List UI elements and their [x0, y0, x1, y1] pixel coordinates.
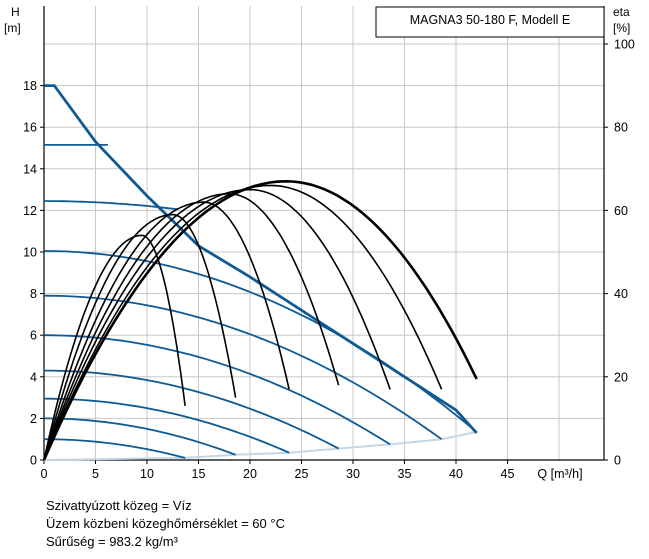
y-tick-label-left: 14 [23, 162, 37, 176]
head-curve [44, 417, 236, 456]
y-tick-label-left: 2 [30, 412, 37, 426]
efficiency-curve [43, 192, 340, 461]
grid-lines [44, 6, 604, 460]
y-tick-label-left: 6 [30, 329, 37, 343]
y-tick-label-right: 80 [614, 121, 628, 135]
y-tick-label-left: 4 [30, 370, 37, 384]
note-medium: Szivattyúzott közeg = Víz [46, 498, 192, 513]
y-tick-label-right: 40 [614, 287, 628, 301]
y-axis-label-right-unit: [%] [613, 21, 630, 35]
efficiency-curve [43, 201, 290, 461]
note-temperature: Üzem közbeni közeghőmérséklet = 60 °C [46, 516, 285, 531]
x-tick-label: 10 [140, 467, 154, 481]
efficiency-curve [43, 234, 186, 461]
head-curve [44, 438, 186, 459]
head-curve [44, 369, 340, 450]
x-tick-label: 15 [192, 467, 206, 481]
x-tick-label: 0 [41, 467, 48, 481]
x-tick-label: 35 [398, 467, 412, 481]
y-tick-label-left: 10 [23, 246, 37, 260]
note-density: Sűrűség = 983.2 kg/m³ [46, 534, 178, 549]
head-curve [43, 250, 478, 433]
y-axis-label-right-eta: eta [613, 5, 630, 19]
pump-performance-chart: 0 5 10 15 20 25 30 35 40 45 0 2 4 6 8 10 12 14 16 18 0 20 40 60… [4, 5, 635, 482]
title-box [375, 6, 605, 38]
max-head-curve [44, 84, 478, 434]
head-curve [44, 200, 179, 211]
y-tick-label-right: 20 [614, 370, 628, 384]
medium-notes: Szivattyúzott közeg = Víz Üzem közbeni k… [46, 497, 285, 551]
head-curve [43, 294, 443, 440]
x-tick-label: 25 [295, 467, 309, 481]
x-tick-label: 40 [449, 467, 463, 481]
y-tick-label-right: 0 [614, 454, 621, 468]
chart-title: MAGNA3 50-180 F, Modell E [410, 13, 571, 27]
min-speed-curve [43, 430, 477, 461]
head-curve [43, 397, 290, 454]
y-tick-label-left: 8 [30, 287, 37, 301]
y-tick-label-left: 12 [23, 204, 37, 218]
x-tick-label: 45 [501, 467, 515, 481]
chart-curves [42, 84, 478, 461]
y-tick-label-left: 16 [23, 121, 37, 135]
efficiency-curve [43, 213, 237, 461]
y-tick-label-right: 100 [614, 38, 635, 52]
y-axis-label-left-unit: [m] [4, 21, 21, 35]
efficiency-curve [43, 184, 443, 461]
y-tick-label-right: 60 [614, 204, 628, 218]
chart-axes [43, 6, 605, 461]
efficiency-curve [42, 179, 478, 461]
x-tick-label: 30 [346, 467, 360, 481]
x-tick-label: 5 [92, 467, 99, 481]
y-tick-label-left: 0 [30, 454, 37, 468]
y-tick-label-left: 18 [23, 79, 37, 93]
efficiency-curve [43, 188, 391, 461]
tick-labels: 0 5 10 15 20 25 30 35 40 45 0 2 4 6 8 10 12 14 16 18 0 20 40 60… [23, 38, 635, 482]
x-axis-label: Q [m³/h] [537, 467, 582, 481]
y-axis-label-left-h: H [11, 5, 20, 19]
x-tick-label: 20 [243, 467, 257, 481]
